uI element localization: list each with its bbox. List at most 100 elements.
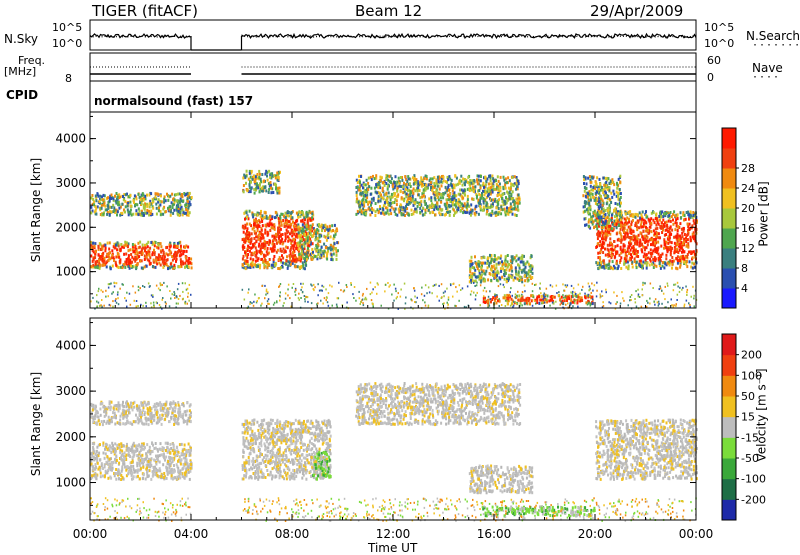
power-cell <box>101 204 103 207</box>
power-cell <box>612 260 614 263</box>
power-cell <box>513 279 515 282</box>
power-cell <box>602 199 604 202</box>
power-cell <box>149 254 151 257</box>
power-cell <box>285 216 287 219</box>
power-cell <box>412 195 414 198</box>
power-cell <box>150 192 152 195</box>
power-cell <box>130 264 132 267</box>
power-cell <box>470 182 472 185</box>
power-cell <box>617 203 619 206</box>
power-cell <box>95 250 97 253</box>
power-noise-cell <box>534 284 536 286</box>
power-cell <box>255 235 257 238</box>
power-cell <box>636 213 638 216</box>
power-cell <box>444 203 446 206</box>
power-cell <box>662 265 664 268</box>
power-cell <box>107 242 109 245</box>
power-cell <box>634 257 636 260</box>
power-cell <box>649 258 651 261</box>
power-cell <box>484 193 486 196</box>
power-cell <box>604 232 606 235</box>
power-cell <box>370 187 372 190</box>
power-cell <box>174 245 176 248</box>
power-cell <box>135 245 137 248</box>
power-cell <box>506 268 508 271</box>
power-cell <box>358 175 360 178</box>
power-cell <box>311 258 313 261</box>
power-noise-cell <box>514 296 516 298</box>
power-cell <box>485 176 487 179</box>
power-noise-cell <box>292 287 294 289</box>
power-cell <box>324 229 326 232</box>
power-cell <box>498 213 500 216</box>
power-cell <box>430 196 432 199</box>
power-noise-cell <box>574 300 576 302</box>
power-cell <box>653 266 655 269</box>
power-cell <box>629 259 631 262</box>
power-cell <box>645 262 647 265</box>
power-cell <box>589 295 591 298</box>
power-cell <box>404 210 406 213</box>
power-cell <box>189 261 191 264</box>
power-cell <box>282 257 284 260</box>
power-cell <box>150 212 152 215</box>
power-cell <box>629 240 631 243</box>
power-cell <box>680 216 682 219</box>
power-cell <box>177 245 179 248</box>
power-cell <box>125 243 127 246</box>
power-cell <box>645 258 647 261</box>
power-cell <box>619 231 621 234</box>
power-cell <box>634 260 636 263</box>
power-cell <box>267 231 269 234</box>
power-cell <box>407 175 409 178</box>
power-cell <box>600 261 602 264</box>
power-cell <box>102 247 104 250</box>
power-cell <box>604 248 606 251</box>
power-cell <box>618 224 620 227</box>
power-cell <box>177 203 179 206</box>
power-cell <box>261 173 263 176</box>
power-cell <box>144 208 146 211</box>
power-cell <box>254 180 256 183</box>
power-cell <box>242 258 244 261</box>
power-cell <box>521 254 523 257</box>
power-noise-cell <box>264 297 266 299</box>
power-cell <box>395 175 397 178</box>
power-cell <box>281 224 283 227</box>
power-cell <box>586 187 588 190</box>
power-cell <box>607 209 609 212</box>
power-cell <box>156 262 158 265</box>
power-cell <box>133 201 135 204</box>
power-cell <box>611 227 613 230</box>
power-cell <box>385 192 387 195</box>
power-cell <box>451 184 453 187</box>
power-cell <box>597 237 599 240</box>
power-cell <box>600 195 602 198</box>
power-cell <box>650 248 652 251</box>
power-cell <box>530 294 532 297</box>
power-cell <box>178 210 180 213</box>
power-cell <box>667 250 669 253</box>
power-cell <box>531 276 533 279</box>
power-cell <box>403 213 405 216</box>
power-cell <box>98 200 100 203</box>
power-cell <box>432 177 434 180</box>
power-cell <box>437 176 439 179</box>
power-cell <box>302 223 304 226</box>
power-cell <box>371 178 373 181</box>
power-cell <box>481 262 483 265</box>
power-cell <box>597 262 599 265</box>
power-cell <box>640 231 642 234</box>
power-cell <box>655 238 657 241</box>
power-cell <box>445 207 447 210</box>
power-cell <box>449 214 451 217</box>
power-cell <box>264 232 266 235</box>
power-cell <box>277 176 279 179</box>
power-cell <box>166 263 168 266</box>
power-noise-cell <box>374 286 376 288</box>
power-cell <box>260 236 262 239</box>
power-cell <box>662 261 664 264</box>
power-cell <box>498 261 500 264</box>
power-cell <box>601 246 603 249</box>
power-cell <box>462 197 464 200</box>
